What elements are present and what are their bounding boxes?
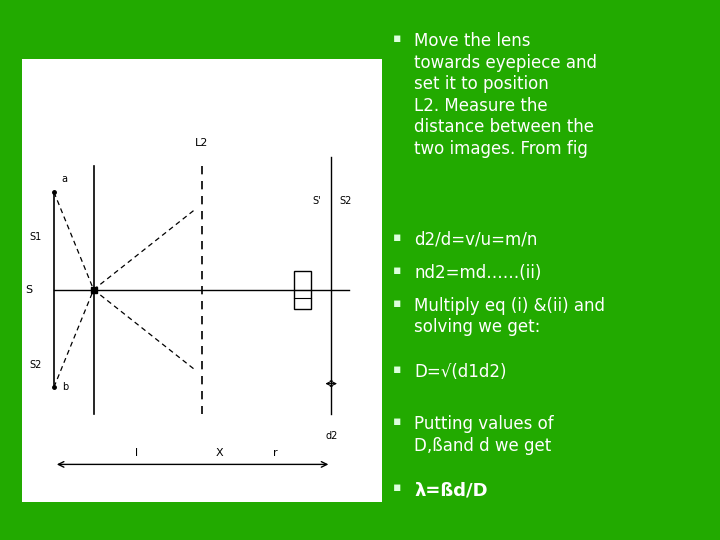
Text: S: S (25, 285, 32, 295)
Text: S2: S2 (30, 360, 42, 370)
Text: a: a (62, 174, 68, 184)
Bar (22, 59, 382, 502)
Text: Multiply eq (i) &(ii) and
solving we get:: Multiply eq (i) &(ii) and solving we get… (414, 297, 605, 336)
Text: nd2=md……(ii): nd2=md……(ii) (414, 264, 541, 282)
Text: ▪: ▪ (392, 482, 401, 495)
Text: S1: S1 (30, 232, 42, 241)
Text: X: X (216, 448, 223, 458)
Text: Move the lens
towards eyepiece and
set it to position
L2. Measure the
distance b: Move the lens towards eyepiece and set i… (414, 32, 597, 158)
Text: ▪: ▪ (392, 231, 401, 244)
Text: ▪: ▪ (392, 363, 401, 376)
Text: ▪: ▪ (392, 32, 401, 45)
Text: S2: S2 (339, 196, 352, 206)
Text: S': S' (312, 196, 321, 206)
Text: d2/d=v/u=m/n: d2/d=v/u=m/n (414, 231, 537, 249)
Text: D=√(d1d2): D=√(d1d2) (414, 363, 506, 381)
Bar (294, 271, 311, 308)
Text: ▪: ▪ (392, 415, 401, 428)
Text: b: b (62, 382, 68, 392)
Text: ▪: ▪ (392, 297, 401, 310)
Text: Putting values of
D,ßand d we get: Putting values of D,ßand d we get (414, 415, 554, 455)
Text: d2: d2 (325, 431, 338, 441)
Text: r: r (273, 448, 278, 458)
Text: ▪: ▪ (392, 264, 401, 276)
Text: L2: L2 (195, 138, 208, 148)
Text: λ=ßd/D: λ=ßd/D (414, 482, 487, 500)
Text: l: l (135, 448, 138, 458)
